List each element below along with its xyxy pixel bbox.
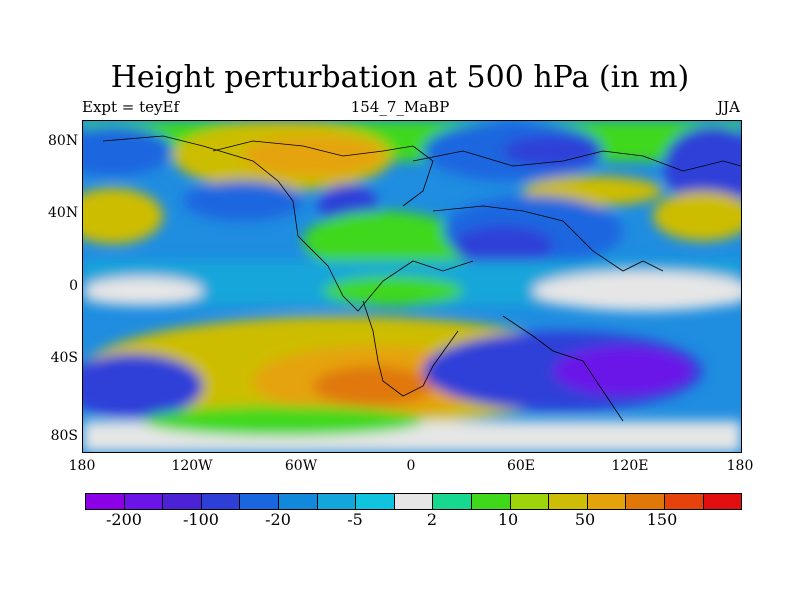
legend-swatch	[471, 494, 511, 509]
map-plot	[83, 121, 741, 452]
height-perturbation-map	[82, 120, 742, 453]
season-label: JJA	[717, 98, 740, 116]
legend-label: 50	[574, 510, 596, 529]
legend-label: -200	[106, 510, 142, 529]
map-title: Height perturbation at 500 hPa (in m)	[110, 60, 690, 95]
legend-swatch	[278, 494, 318, 509]
lon-tick-label: 60E	[506, 458, 536, 474]
legend-swatch	[510, 494, 550, 509]
lon-tick-label: 120W	[171, 458, 213, 474]
coastline-outlines	[102, 135, 741, 422]
experiment-label: Expt = teyEf	[82, 98, 180, 116]
lat-tick-label: 40N	[48, 205, 79, 221]
legend-label: 10	[497, 510, 519, 529]
legend-swatch	[626, 494, 665, 509]
legend-swatch	[664, 494, 704, 509]
contour-fields	[83, 121, 741, 452]
legend-swatch	[317, 494, 357, 509]
legend-label: -5	[347, 510, 363, 529]
legend-swatch	[86, 494, 125, 509]
legend-label: 150	[646, 510, 678, 529]
legend-swatch	[163, 494, 202, 509]
lat-tick-label: 40S	[50, 350, 78, 366]
lon-tick-label: 180	[726, 458, 754, 474]
legend-swatch	[433, 494, 472, 509]
legend-swatch	[394, 494, 434, 509]
legend-swatch	[201, 494, 241, 509]
legend-label: 2	[426, 510, 438, 529]
lon-tick-label: 120E	[611, 458, 649, 474]
lon-tick-label: 60W	[284, 458, 318, 474]
lat-tick-label: 80S	[50, 428, 78, 444]
legend-label: -20	[265, 510, 291, 529]
legend-swatch	[124, 494, 164, 509]
color-legend	[85, 493, 742, 510]
lat-tick-label: 0	[69, 278, 78, 294]
run-label: 154_7_MaBP	[350, 98, 450, 116]
legend-swatch	[240, 494, 279, 509]
legend-label: -100	[183, 510, 219, 529]
legend-swatch	[356, 494, 395, 509]
lat-tick-label: 80N	[48, 133, 79, 149]
lon-tick-label: 180	[68, 458, 96, 474]
lon-tick-label: 0	[406, 458, 416, 474]
legend-swatch	[549, 494, 588, 509]
legend-swatch	[703, 494, 742, 509]
legend-swatch	[587, 494, 627, 509]
